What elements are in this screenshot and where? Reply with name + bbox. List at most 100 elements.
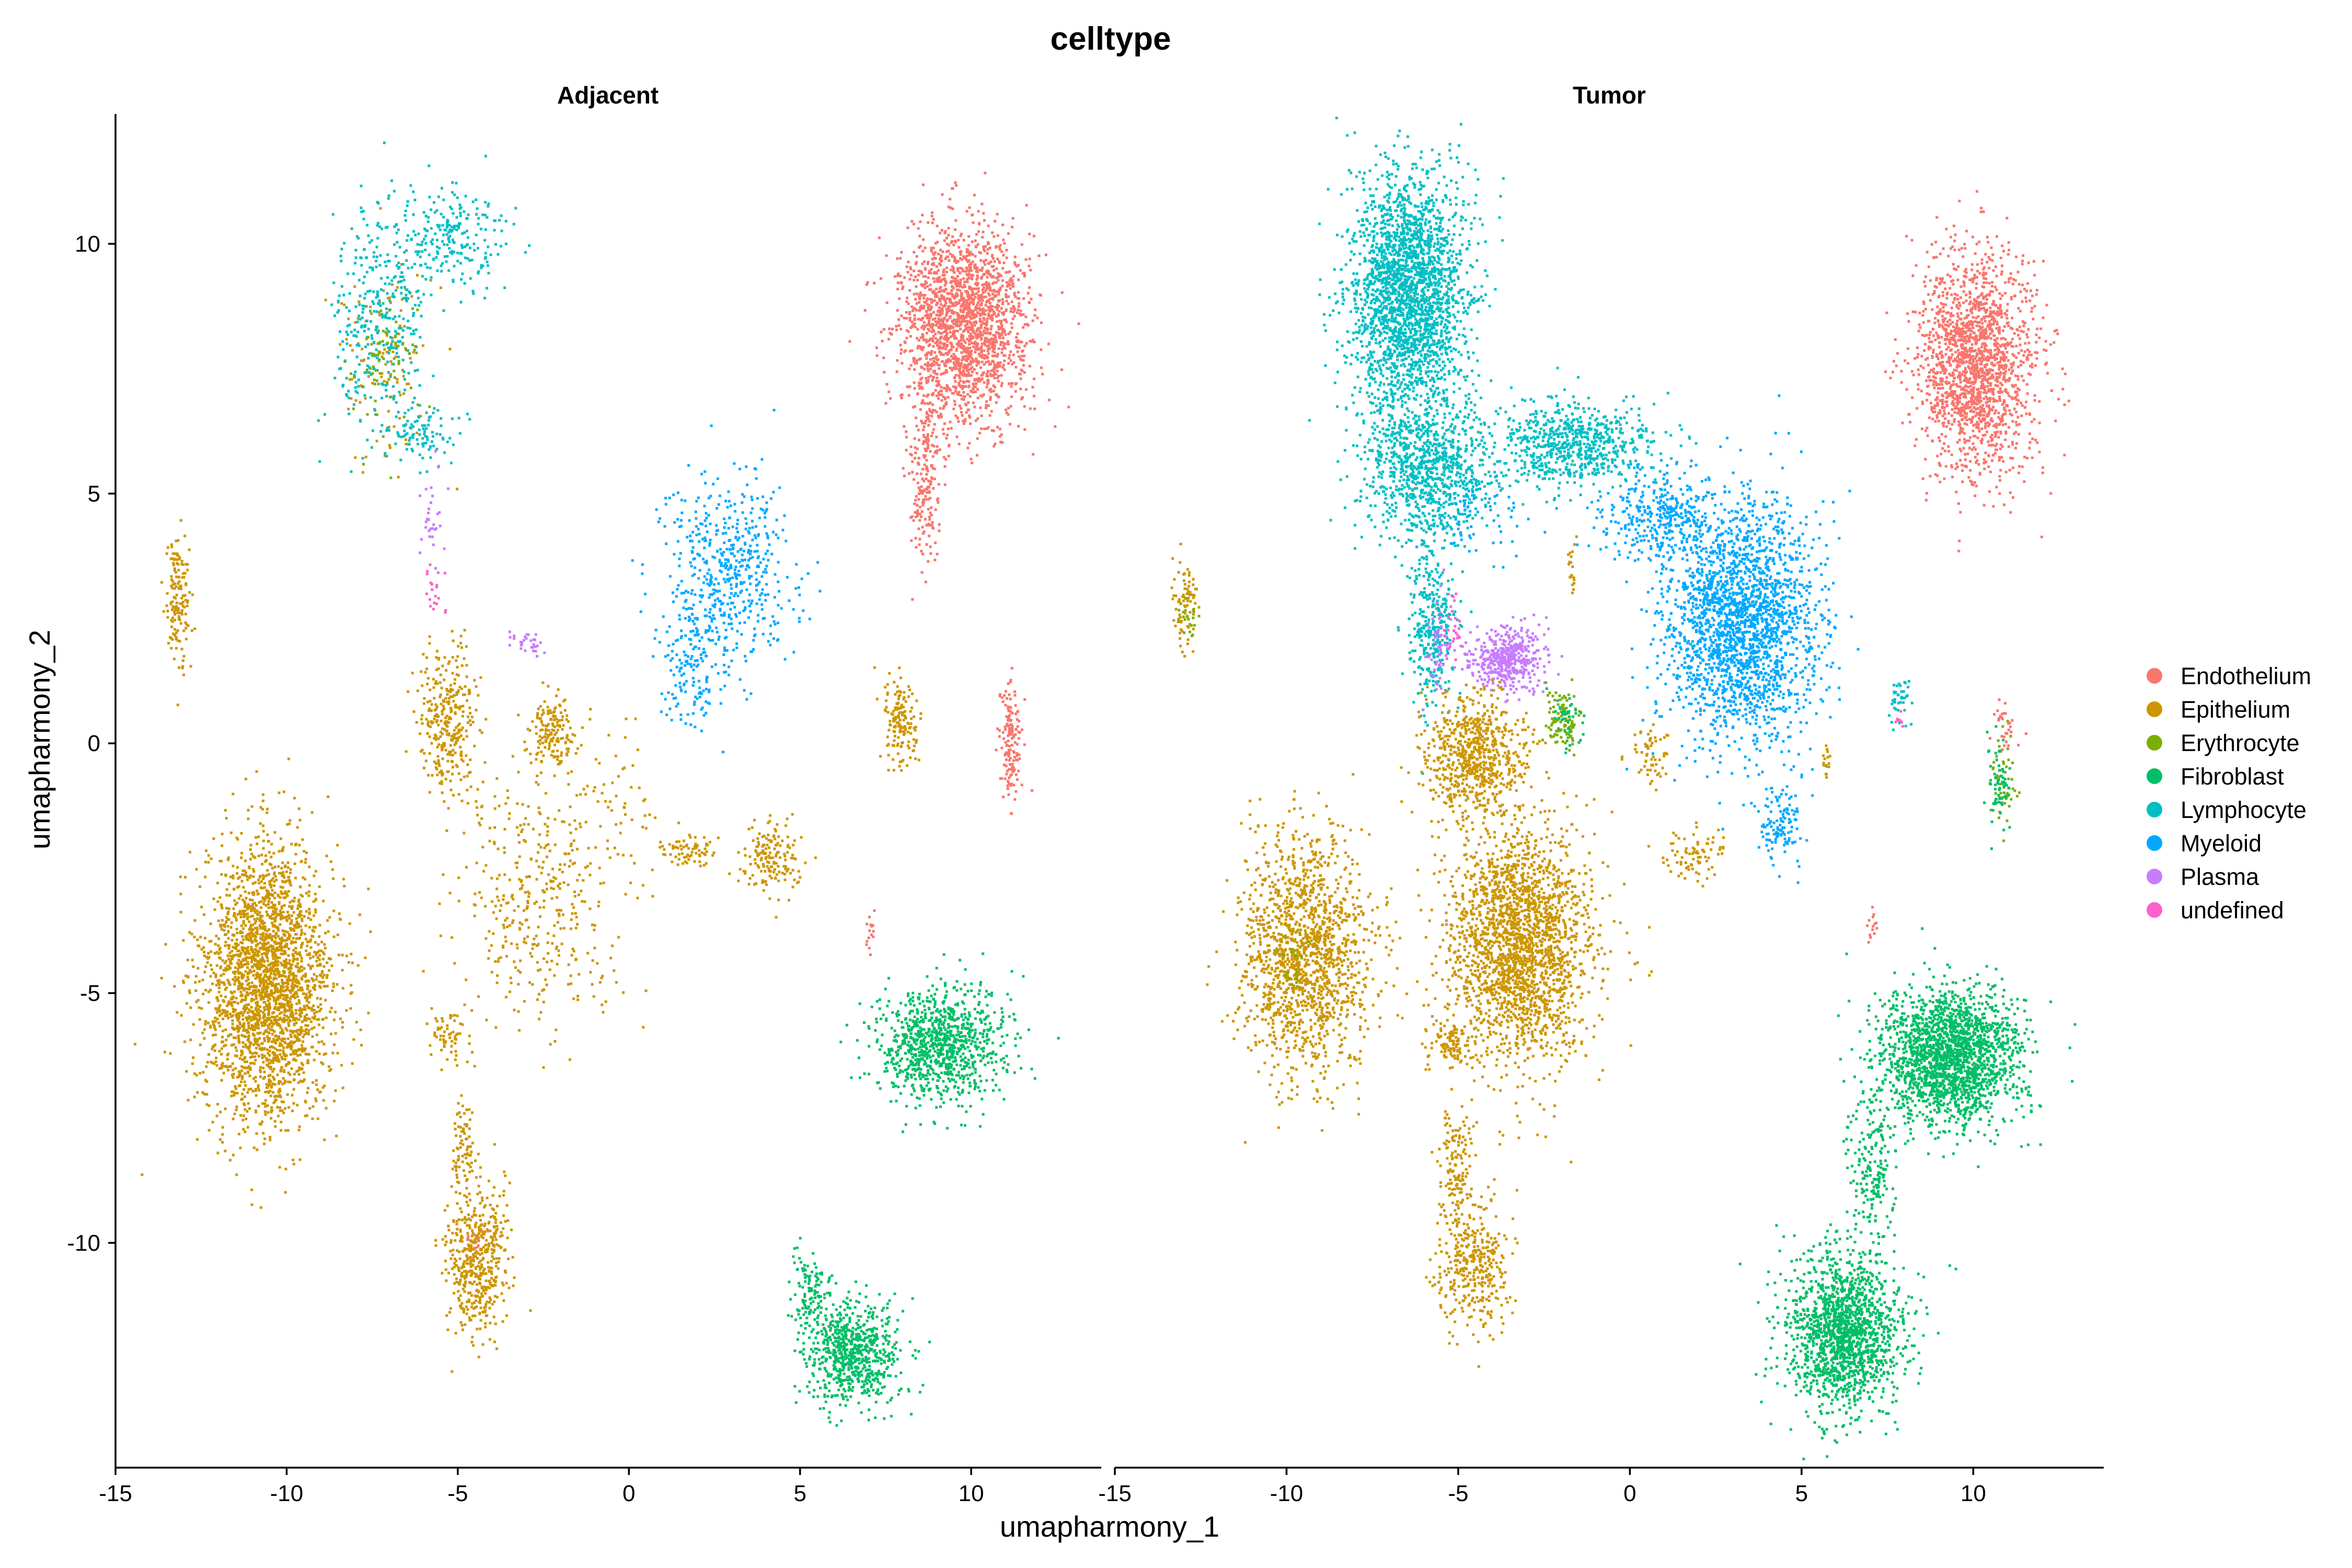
point-adjacent-lymphocyte (387, 330, 390, 333)
point-adjacent-epithelium (262, 878, 265, 880)
point-adjacent-epithelium (305, 938, 307, 941)
point-adjacent-lymphocyte (375, 266, 378, 269)
point-adjacent-epithelium (562, 724, 565, 727)
point-adjacent-epithelium (521, 923, 524, 926)
point-adjacent-lymphocyte (400, 280, 403, 283)
point-adjacent-epithelium (196, 938, 199, 941)
point-adjacent-epithelium (202, 1071, 205, 1074)
point-adjacent-lymphocyte (354, 381, 358, 384)
point-adjacent-epithelium (253, 921, 257, 925)
point-adjacent-lymphocyte (337, 299, 340, 303)
point-adjacent-epithelium (240, 1011, 243, 1014)
point-adjacent-epithelium (224, 1065, 227, 1068)
point-adjacent-epithelium (581, 900, 584, 903)
point-adjacent-epithelium (456, 1249, 459, 1252)
point-adjacent-epithelium (209, 988, 212, 991)
point-adjacent-epithelium (227, 937, 230, 940)
point-adjacent-epithelium (278, 1024, 281, 1027)
point-adjacent-epithelium (183, 1040, 187, 1043)
point-adjacent-epithelium (573, 861, 576, 864)
point-adjacent-epithelium (272, 1051, 274, 1054)
point-adjacent-epithelium (540, 713, 544, 717)
point-adjacent-epithelium (477, 1289, 480, 1293)
point-adjacent-epithelium (282, 910, 285, 914)
point-adjacent-epithelium (528, 875, 531, 878)
point-adjacent-epithelium (763, 835, 766, 838)
point-adjacent-epithelium (297, 1128, 301, 1132)
point-adjacent-epithelium (275, 932, 278, 935)
point-adjacent-epithelium (448, 1311, 451, 1314)
point-adjacent-epithelium (283, 892, 286, 895)
point-adjacent-epithelium (195, 1074, 198, 1077)
point-adjacent-epithelium (896, 742, 900, 745)
point-adjacent-epithelium (268, 1062, 271, 1065)
point-adjacent-epithelium (474, 1224, 477, 1227)
point-adjacent-epithelium (446, 1204, 449, 1207)
point-adjacent-epithelium (365, 305, 368, 308)
point-adjacent-epithelium (550, 880, 553, 883)
point-adjacent-epithelium (536, 998, 539, 1001)
point-adjacent-epithelium (541, 681, 545, 684)
point-adjacent-epithelium (896, 744, 899, 747)
point-adjacent-epithelium (520, 831, 523, 833)
point-adjacent-epithelium (494, 1026, 498, 1029)
point-adjacent-epithelium (284, 1107, 287, 1110)
point-adjacent-epithelium (506, 925, 509, 928)
point-adjacent-epithelium (449, 1241, 453, 1244)
point-adjacent-epithelium (235, 1173, 238, 1177)
point-adjacent-epithelium (570, 954, 573, 957)
point-adjacent-epithelium (469, 1265, 472, 1268)
point-adjacent-epithelium (279, 1080, 282, 1083)
point-adjacent-epithelium (281, 905, 283, 908)
point-adjacent-epithelium (385, 351, 388, 354)
point-adjacent-epithelium (388, 444, 391, 447)
point-adjacent-epithelium (217, 937, 220, 940)
point-adjacent-epithelium (221, 1126, 224, 1129)
point-adjacent-epithelium (480, 1292, 483, 1295)
point-adjacent-epithelium (274, 974, 277, 977)
point-adjacent-epithelium (287, 976, 290, 979)
point-adjacent-epithelium (495, 1347, 498, 1350)
point-adjacent-epithelium (382, 352, 385, 355)
point-adjacent-epithelium (249, 1051, 252, 1054)
point-adjacent-epithelium (466, 1060, 469, 1064)
point-adjacent-epithelium (315, 953, 318, 956)
point-adjacent-epithelium (659, 840, 662, 844)
point-adjacent-epithelium (440, 780, 443, 783)
point-adjacent-epithelium (631, 764, 635, 767)
point-adjacent-epithelium (283, 933, 286, 936)
point-adjacent-epithelium (470, 1341, 474, 1344)
point-adjacent-epithelium (263, 952, 266, 955)
point-adjacent-epithelium (306, 997, 309, 1000)
point-adjacent-epithelium (322, 900, 325, 903)
point-adjacent-epithelium (203, 951, 206, 953)
point-adjacent-epithelium (262, 980, 266, 983)
point-adjacent-lymphocyte (357, 385, 360, 388)
point-adjacent-epithelium (445, 714, 448, 718)
point-adjacent-epithelium (315, 975, 318, 978)
point-adjacent-epithelium (227, 1052, 230, 1055)
point-adjacent-epithelium (325, 1017, 328, 1019)
point-adjacent-epithelium (287, 1009, 291, 1012)
point-adjacent-epithelium (540, 751, 543, 754)
point-adjacent-epithelium (430, 720, 433, 723)
point-adjacent-epithelium (260, 982, 263, 985)
point-adjacent-epithelium (235, 1109, 238, 1112)
point-adjacent-epithelium (775, 853, 778, 856)
point-adjacent-epithelium (290, 929, 293, 932)
point-adjacent-epithelium (901, 704, 904, 707)
point-adjacent-epithelium (266, 976, 269, 979)
point-adjacent-epithelium (759, 859, 763, 862)
point-adjacent-epithelium (301, 919, 304, 923)
point-adjacent-epithelium (525, 875, 528, 879)
point-adjacent-epithelium (241, 909, 244, 913)
point-adjacent-epithelium (178, 586, 181, 589)
point-adjacent-epithelium (217, 919, 220, 923)
point-adjacent-epithelium (898, 725, 902, 728)
point-adjacent-epithelium (262, 1060, 265, 1064)
point-adjacent-epithelium (235, 1027, 238, 1030)
point-adjacent-epithelium (439, 286, 442, 290)
point-adjacent-epithelium (513, 909, 516, 912)
point-adjacent-epithelium (264, 991, 267, 995)
point-adjacent-epithelium (471, 1215, 474, 1218)
